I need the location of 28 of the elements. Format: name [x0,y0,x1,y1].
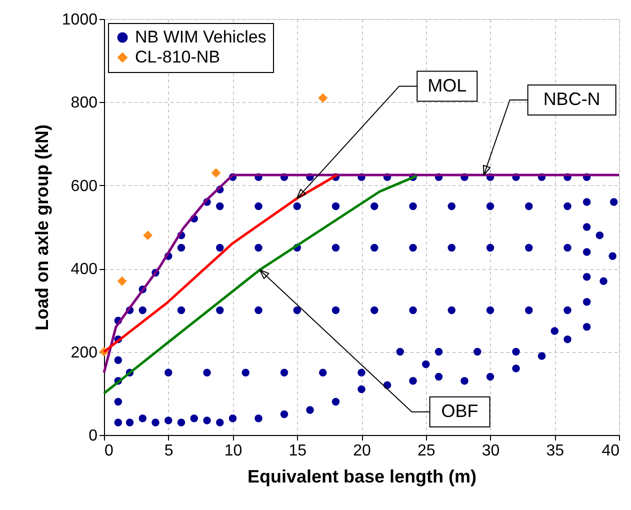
legend-label: CL-810-NB [135,48,220,66]
x-tick-label: 5 [164,442,174,460]
x-tick-label: 35 [546,442,564,460]
line-series [102,174,620,374]
x-tick-label: 25 [417,442,436,460]
x-tick-label: 40 [602,442,620,460]
annotation: MOL [428,75,467,96]
line-series [102,174,418,395]
x-tick-label: 0 [104,442,114,460]
point [211,168,221,178]
annotation: NBC-N [543,89,600,109]
point [318,93,328,103]
annotation: OBF [441,400,478,421]
y-tick-label: 800 [70,94,98,112]
y-tick-label: 0 [88,428,98,444]
point [117,276,127,286]
x-axis-title: Equivalent base length (m) [247,466,477,486]
x-tick-label: 10 [224,442,242,460]
y-tick-label: 400 [70,261,98,278]
legend-label: NB WIM Vehicles [135,28,266,46]
y-axis-title: Load on axle group (kN) [32,124,52,331]
point [143,230,153,240]
y-tick-label: 1000 [62,12,98,28]
y-tick-label: 200 [70,344,98,362]
x-tick-label: 15 [288,442,307,460]
x-tick-label: 30 [482,442,500,460]
x-tick-label: 20 [353,442,371,460]
y-tick-label: 600 [70,178,98,195]
